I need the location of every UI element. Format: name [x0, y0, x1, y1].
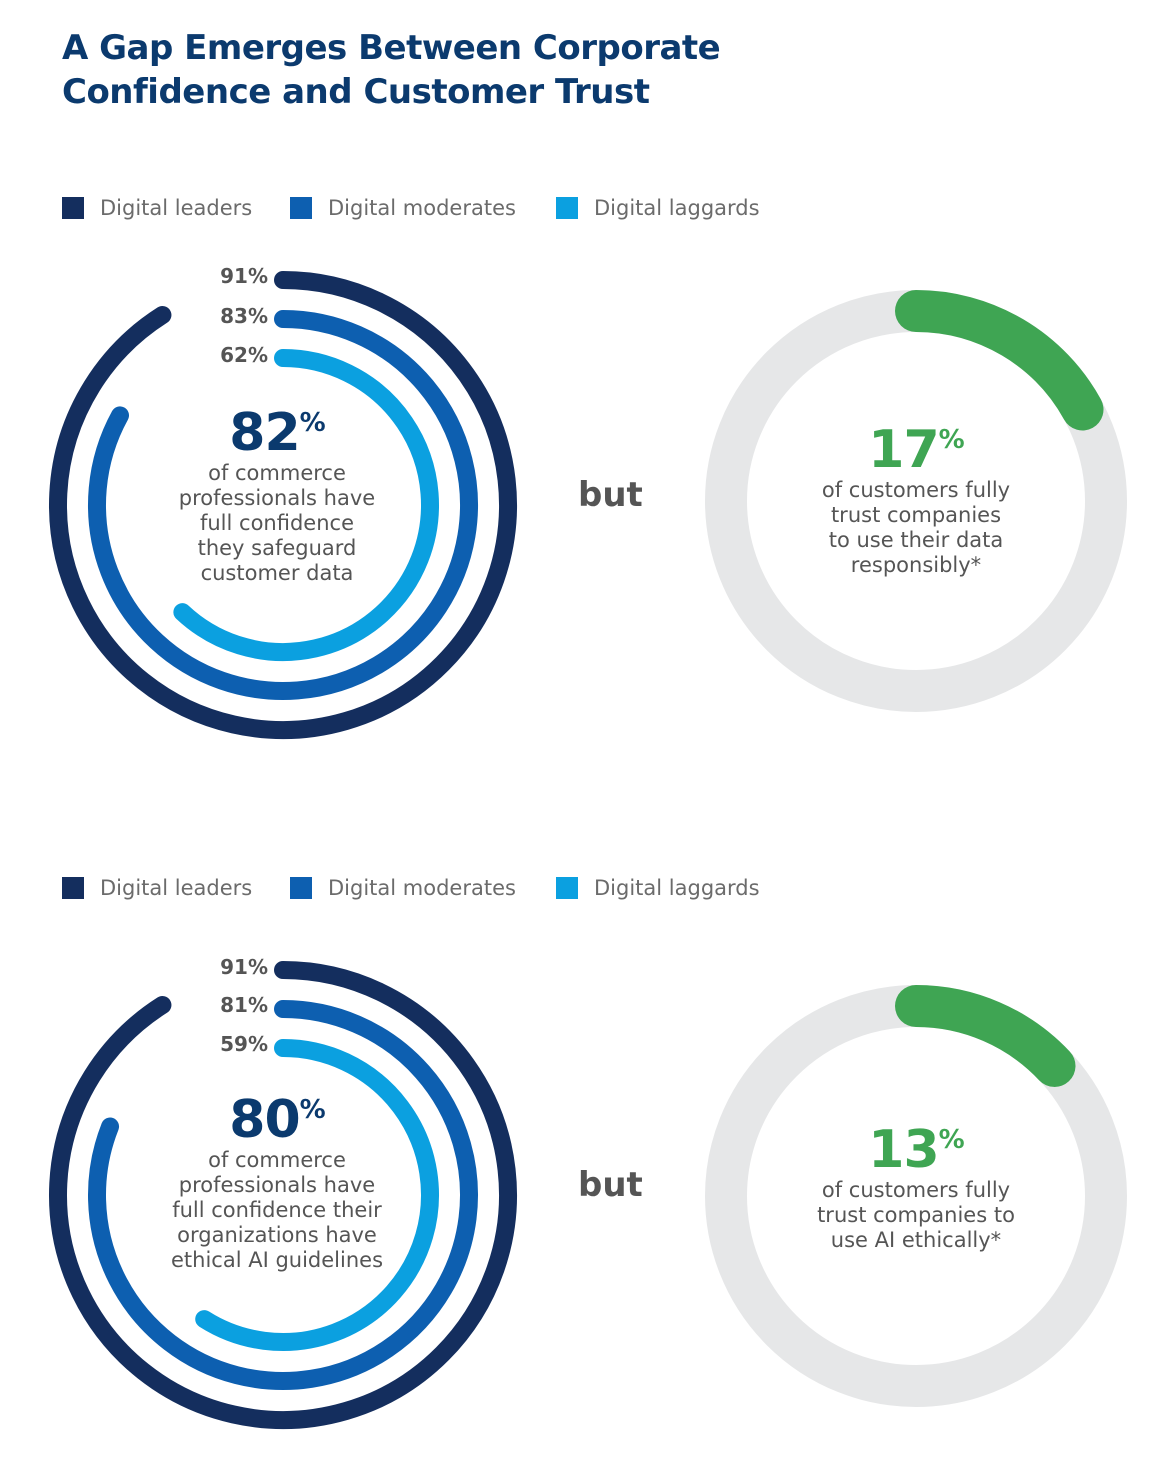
but-label-1: but — [578, 475, 643, 515]
radial-bar-chart-1 — [49, 271, 517, 739]
but-label-2: but — [578, 1165, 643, 1205]
donut-line: use AI ethically* — [830, 1228, 1002, 1252]
donut-1-center: 17% of customers fully trust companies t… — [790, 422, 1042, 578]
headline-line: professionals have — [178, 486, 376, 510]
ring-label-digital-moderates-1: 83% — [220, 304, 268, 328]
donut-text-2: of customers fully trust companies to us… — [790, 1178, 1042, 1253]
donut-chart-1 — [705, 290, 1127, 712]
donut-unit-1: % — [938, 425, 965, 455]
ring-label-digital-laggards-1: 62% — [220, 343, 268, 367]
donut-stat-1: 17% — [790, 422, 1042, 478]
headline-line: of commerce — [208, 1148, 346, 1172]
chart-section-2: 91% 81% 59% 80% of commerce professional… — [0, 950, 1160, 1440]
headline-line: full confidence their — [172, 1198, 382, 1222]
headline-value-1: 82 — [229, 403, 300, 463]
headline-line: organizations have — [177, 1223, 377, 1247]
donut-2-center: 13% of customers fully trust companies t… — [790, 1122, 1042, 1253]
legend-swatch-digital-moderates — [290, 197, 312, 219]
donut-unit-2: % — [938, 1125, 965, 1155]
legend-label-digital-moderates: Digital moderates — [328, 876, 516, 900]
radial-bar-chart-2 — [49, 961, 517, 1429]
headline-line: of commerce — [208, 461, 346, 485]
chart-1-center: 82% of commerce professionals have full … — [147, 405, 407, 586]
legend-swatch-digital-leaders — [62, 197, 84, 219]
donut-line: of customers fully — [821, 478, 1011, 502]
ring-label-digital-moderates-2: 81% — [220, 993, 268, 1017]
headline-text-2: of commerce professionals have full conf… — [137, 1148, 417, 1273]
title-line-2: Confidence and Customer Trust — [62, 72, 650, 112]
headline-text-1: of commerce professionals have full conf… — [147, 461, 407, 586]
headline-line: ethical AI guidelines — [170, 1248, 384, 1272]
ring-digital-laggards-1 — [173, 349, 439, 661]
ring-label-digital-leaders-1: 91% — [220, 264, 268, 288]
ring-digital-leaders-2 — [49, 961, 517, 1429]
page-title: A Gap Emerges Between Corporate Confiden… — [62, 26, 721, 114]
donut-chart-2 — [705, 985, 1127, 1407]
donut-value-1: 17 — [868, 420, 939, 480]
donut-line: trust companies — [830, 503, 1002, 527]
donut-value-2: 13 — [868, 1120, 939, 1180]
ring-digital-leaders-1 — [49, 271, 517, 739]
headline-unit-2: % — [299, 1095, 326, 1125]
headline-line: they safeguard — [197, 536, 357, 560]
donut-value-arc-2 — [895, 985, 1076, 1087]
ring-digital-laggards-2 — [195, 1039, 439, 1351]
legend-swatch-digital-leaders — [62, 877, 84, 899]
donut-line: trust companies to — [817, 1203, 1015, 1227]
legend-swatch-digital-laggards — [556, 197, 578, 219]
donut-line: responsibly* — [850, 553, 982, 577]
ring-label-digital-laggards-2: 59% — [220, 1032, 268, 1056]
headline-stat-2: 80% — [137, 1092, 417, 1148]
donut-stat-2: 13% — [790, 1122, 1042, 1178]
legend-label-digital-moderates: Digital moderates — [328, 196, 516, 220]
ring-digital-moderates-1 — [88, 310, 478, 700]
donut-value-arc-1 — [895, 290, 1104, 431]
legend-label-digital-leaders: Digital leaders — [100, 196, 253, 220]
legend-swatch-digital-laggards — [556, 877, 578, 899]
ring-label-digital-leaders-2: 91% — [220, 955, 268, 979]
chart-section-1: 91% 83% 62% 82% of commerce professional… — [0, 260, 1160, 750]
legend-label-digital-laggards: Digital laggards — [594, 196, 760, 220]
donut-line: of customers fully — [821, 1178, 1011, 1202]
legend-swatch-digital-moderates — [290, 877, 312, 899]
chart-2-center: 80% of commerce professionals have full … — [137, 1092, 417, 1273]
title-line-1: A Gap Emerges Between Corporate — [62, 28, 721, 68]
legend-label-digital-leaders: Digital leaders — [100, 876, 253, 900]
headline-line: professionals have — [178, 1173, 376, 1197]
headline-line: full confidence — [199, 511, 354, 535]
donut-text-1: of customers fully trust companies to us… — [790, 478, 1042, 578]
headline-stat-1: 82% — [147, 405, 407, 461]
headline-line: customer data — [200, 561, 354, 585]
ring-digital-moderates-2 — [88, 1000, 478, 1390]
headline-value-2: 80 — [229, 1090, 300, 1150]
headline-unit-1: % — [299, 408, 326, 438]
legend-label-digital-laggards: Digital laggards — [594, 876, 760, 900]
donut-line: to use their data — [828, 528, 1004, 552]
